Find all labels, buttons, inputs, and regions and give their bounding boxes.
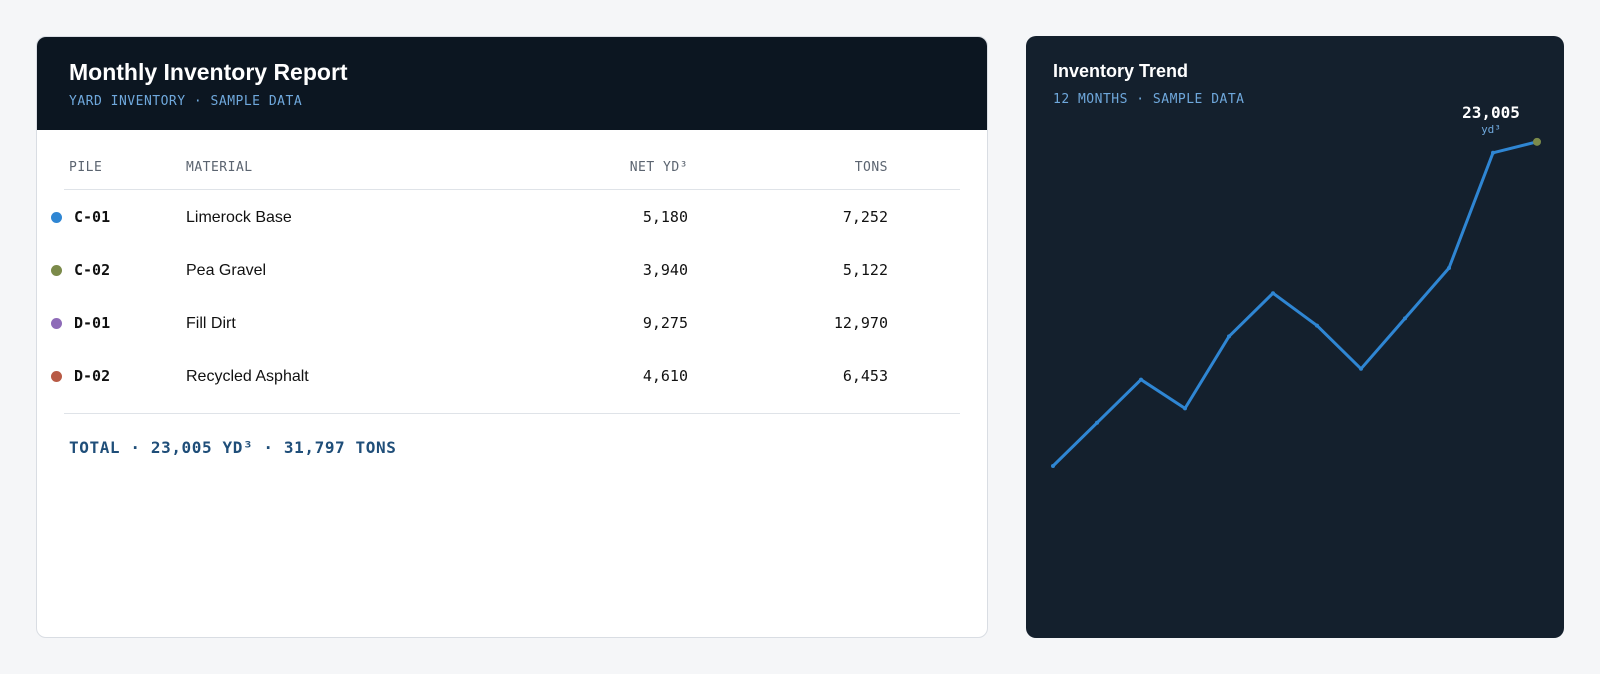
pile-id: D-01 <box>74 314 111 332</box>
report-header: Monthly Inventory Report YARD INVENTORY … <box>37 37 987 130</box>
trend-series-line <box>1051 140 1538 468</box>
pile-id: D-02 <box>74 367 111 385</box>
trend-point <box>1227 334 1231 339</box>
pile-color-dot <box>51 212 62 223</box>
inventory-total: TOTAL · 23,005 YD³ · 31,797 TONS <box>69 438 397 457</box>
trend-point <box>1315 323 1319 328</box>
trend-latest-value: 23,005 <box>1462 103 1520 122</box>
column-header-tons: TONS <box>854 160 888 175</box>
trend-point <box>1359 366 1363 371</box>
material-name: Limerock Base <box>186 209 292 226</box>
material-name: Recycled Asphalt <box>186 368 309 385</box>
tons-value: 12,970 <box>833 314 888 332</box>
pile-id: C-02 <box>74 261 111 279</box>
pile-color-dot <box>51 318 62 329</box>
net-volume: 3,940 <box>642 261 688 279</box>
net-volume: 9,275 <box>642 314 688 332</box>
table-header: PILE MATERIAL NET YD³ TONS <box>64 130 960 190</box>
inventory-report-card: Monthly Inventory Report YARD INVENTORY … <box>36 36 988 638</box>
trend-point <box>1095 420 1099 425</box>
report-subtitle: YARD INVENTORY · SAMPLE DATA <box>69 94 303 109</box>
material-name: Pea Gravel <box>186 262 267 279</box>
trend-point <box>1491 150 1495 155</box>
trend-title: Inventory Trend <box>1053 61 1189 81</box>
inventory-table: PILE MATERIAL NET YD³ TONS C-01 Limerock… <box>37 130 987 473</box>
tons-value: 6,453 <box>842 367 888 385</box>
trend-latest-unit: yd³ <box>1481 123 1501 136</box>
report-title: Monthly Inventory Report <box>69 59 348 85</box>
tons-value: 7,252 <box>842 208 888 226</box>
trend-point <box>1403 316 1407 321</box>
trend-point <box>1183 406 1187 411</box>
table-footer: TOTAL · 23,005 YD³ · 31,797 TONS <box>64 413 960 473</box>
table-row: D-01 Fill Dirt 9,275 12,970 <box>51 296 960 349</box>
column-header-pile: PILE <box>69 160 103 175</box>
net-volume: 5,180 <box>642 208 688 226</box>
tons-value: 5,122 <box>842 261 888 279</box>
column-header-net: NET YD³ <box>629 160 688 175</box>
pile-color-dot <box>51 265 62 276</box>
material-name: Fill Dirt <box>186 315 236 332</box>
table-row: C-02 Pea Gravel 3,940 5,122 <box>51 243 960 296</box>
table-row: C-01 Limerock Base 5,180 7,252 <box>51 190 960 243</box>
inventory-trend-card: Inventory Trend 12 MONTHS · SAMPLE DATA … <box>1026 36 1564 638</box>
trend-point <box>1051 464 1055 468</box>
trend-point <box>1447 266 1451 270</box>
net-volume: 4,610 <box>642 367 688 385</box>
trend-point <box>1271 291 1275 296</box>
trend-latest-point <box>1533 137 1541 146</box>
trend-subtitle: 12 MONTHS · SAMPLE DATA <box>1053 92 1245 107</box>
pile-color-dot <box>51 371 62 382</box>
column-header-material: MATERIAL <box>186 160 253 175</box>
table-row: D-02 Recycled Asphalt 4,610 6,453 <box>51 349 960 402</box>
trend-point <box>1139 377 1143 382</box>
pile-id: C-01 <box>74 208 111 226</box>
